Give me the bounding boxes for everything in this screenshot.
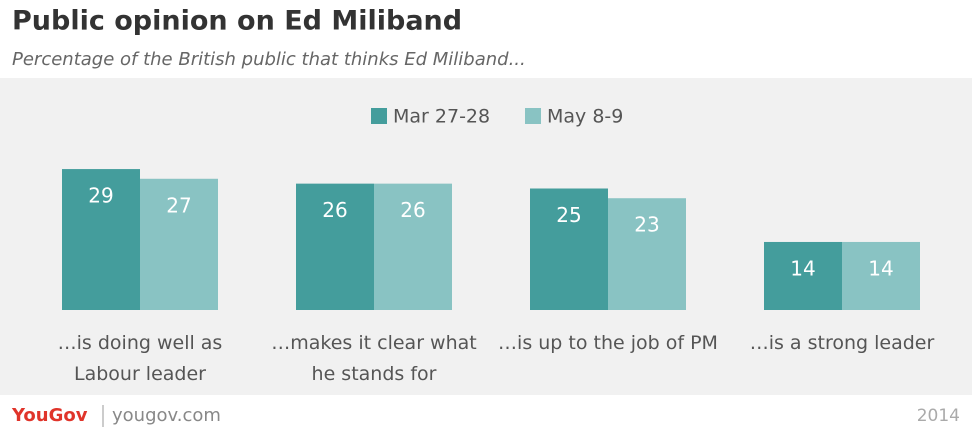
bar <box>296 183 374 310</box>
bar-label: 27 <box>166 193 191 217</box>
legend-swatch <box>525 108 541 124</box>
chart-subtitle: Percentage of the British public that th… <box>12 49 526 70</box>
bar-label: 25 <box>556 203 581 227</box>
bar-label: 14 <box>868 256 893 280</box>
bar <box>608 198 686 310</box>
x-tick-label-box: …is a strong leader <box>749 332 935 354</box>
bar <box>374 183 452 310</box>
bar-label: 26 <box>400 198 425 222</box>
x-tick-label-box: …is up to the job of PM <box>498 332 718 354</box>
bar <box>842 241 920 310</box>
legend-label: Mar 27-28 <box>393 106 490 128</box>
x-tick-label: …is up to the job of PM <box>498 332 718 354</box>
year: 2014 <box>917 406 960 426</box>
bar <box>530 188 608 310</box>
bar-label: 23 <box>634 213 659 237</box>
bar <box>62 169 140 310</box>
x-tick-label: …is a strong leader <box>749 332 935 354</box>
bar <box>140 178 218 310</box>
x-tick-label: …is doing well as Labour leader <box>57 332 223 385</box>
legend-label: May 8-9 <box>547 106 623 128</box>
bar-label: 14 <box>790 256 815 280</box>
site: yougov.com <box>112 405 221 426</box>
x-tick-label: …makes it clear what he stands for <box>271 332 477 385</box>
bar-label: 29 <box>88 184 113 208</box>
x-tick-label-box: …is doing well as Labour leader <box>57 332 223 385</box>
legend-swatch <box>371 108 387 124</box>
x-tick-label-box: …makes it clear what he stands for <box>271 332 477 385</box>
bar-label: 26 <box>322 198 347 222</box>
chart-title: Public opinion on Ed Miliband <box>12 6 462 37</box>
brand: YouGov <box>11 405 88 426</box>
bar <box>764 241 842 310</box>
